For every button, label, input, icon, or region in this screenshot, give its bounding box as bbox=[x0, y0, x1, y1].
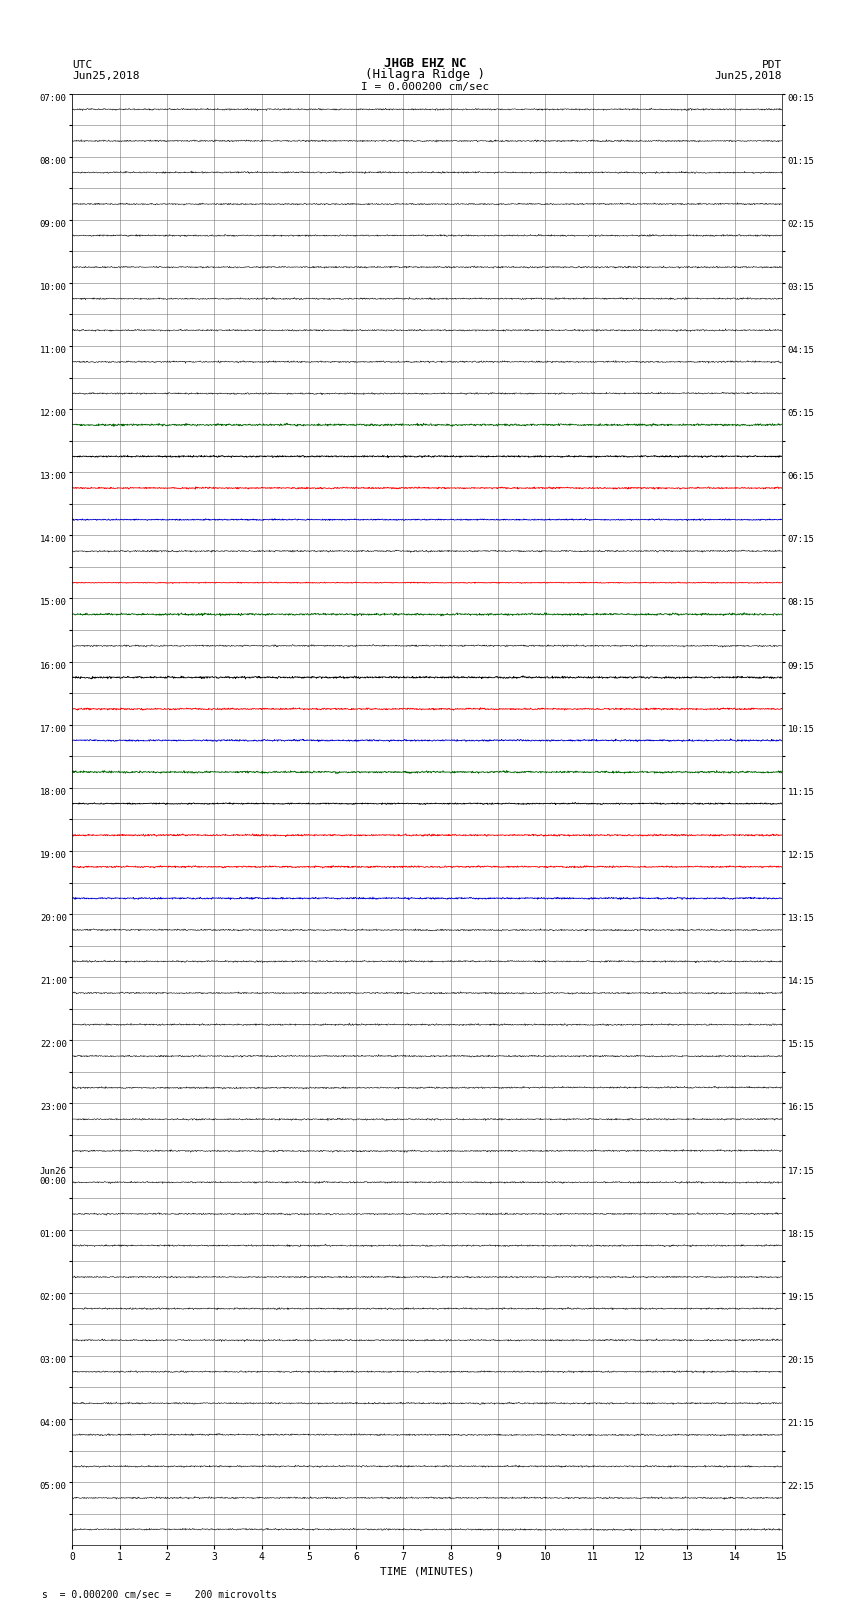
Text: PDT: PDT bbox=[762, 60, 782, 71]
Text: (Hilagra Ridge ): (Hilagra Ridge ) bbox=[365, 68, 485, 82]
Text: Jun25,2018: Jun25,2018 bbox=[72, 71, 139, 82]
Text: I = 0.000200 cm/sec: I = 0.000200 cm/sec bbox=[361, 82, 489, 92]
X-axis label: TIME (MINUTES): TIME (MINUTES) bbox=[380, 1566, 474, 1576]
Text: s  = 0.000200 cm/sec =    200 microvolts: s = 0.000200 cm/sec = 200 microvolts bbox=[42, 1590, 277, 1600]
Text: UTC: UTC bbox=[72, 60, 93, 71]
Text: JHGB EHZ NC: JHGB EHZ NC bbox=[383, 56, 467, 71]
Text: Jun25,2018: Jun25,2018 bbox=[715, 71, 782, 82]
